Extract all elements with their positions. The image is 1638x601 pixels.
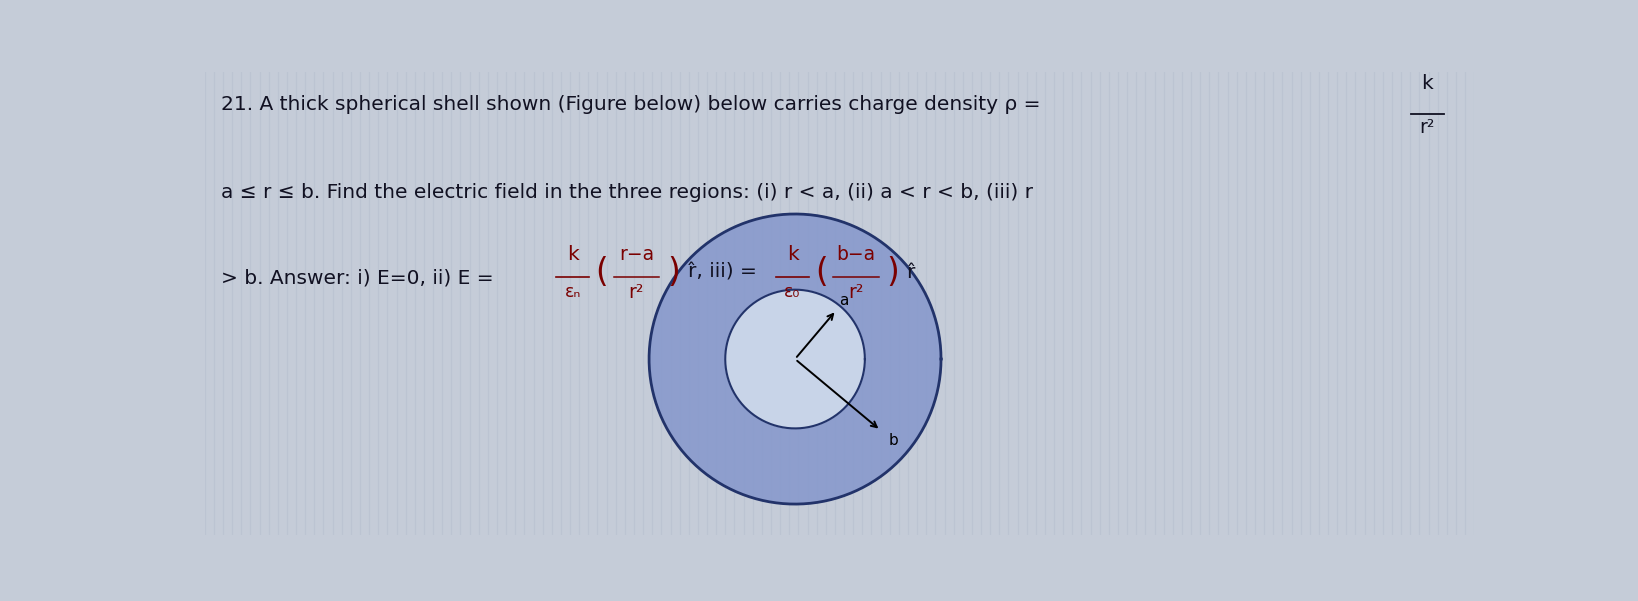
Text: a ≤ r ≤ b. Find the electric field in the three regions: (i) r < a, (ii) a < r <: a ≤ r ≤ b. Find the electric field in th… <box>221 183 1034 202</box>
Text: r̂: r̂ <box>907 263 916 282</box>
Text: r²: r² <box>848 282 863 302</box>
Text: k: k <box>786 245 798 264</box>
Text: ε₀: ε₀ <box>785 282 801 300</box>
Text: ): ) <box>886 256 899 289</box>
Polygon shape <box>649 214 940 504</box>
Text: r²: r² <box>629 282 644 302</box>
Text: (: ( <box>816 256 827 289</box>
Text: 21. A thick spherical shell shown (Figure below) below carries charge density ρ : 21. A thick spherical shell shown (Figur… <box>221 95 1040 114</box>
Text: r̂, iii) =: r̂, iii) = <box>688 263 763 282</box>
Text: r²: r² <box>1420 118 1435 138</box>
Text: > b. Answer: i) E=0, ii) E =: > b. Answer: i) E=0, ii) E = <box>221 269 500 288</box>
Text: (: ( <box>596 256 608 289</box>
Text: k: k <box>567 245 578 264</box>
Text: εₙ: εₙ <box>565 282 581 300</box>
Polygon shape <box>726 290 865 429</box>
Text: k: k <box>1422 74 1433 93</box>
Text: a: a <box>839 293 848 308</box>
Text: b−a: b−a <box>837 245 876 264</box>
Text: b: b <box>888 433 898 448</box>
Text: r−a: r−a <box>619 245 654 264</box>
Text: ): ) <box>667 256 680 289</box>
